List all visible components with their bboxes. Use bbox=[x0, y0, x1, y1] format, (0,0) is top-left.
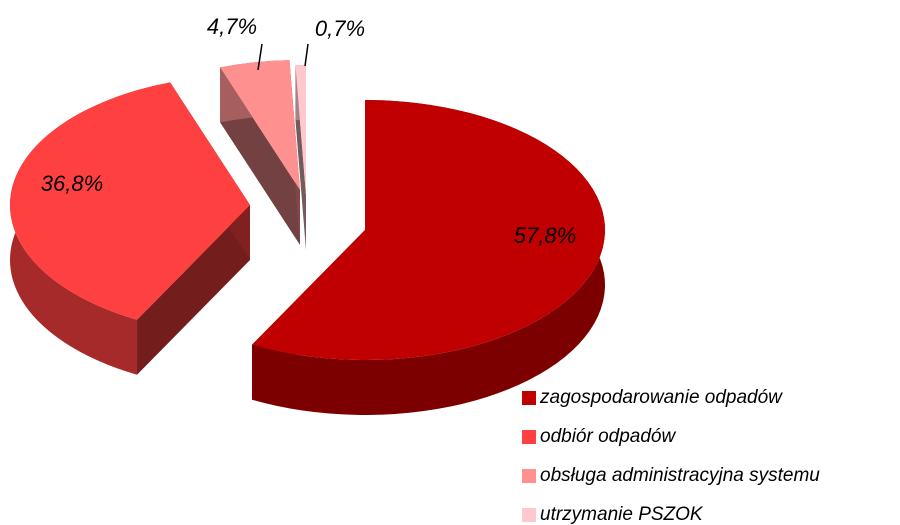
data-label: 57,8% bbox=[514, 223, 576, 248]
data-label: 36,8% bbox=[41, 171, 103, 196]
leader-line bbox=[257, 43, 263, 71]
slice-radial-face bbox=[137, 205, 250, 375]
slice bbox=[220, 60, 300, 190]
legend-swatch bbox=[522, 430, 536, 444]
slice-group bbox=[252, 100, 606, 415]
slice-group bbox=[10, 82, 251, 375]
leader-line bbox=[304, 43, 309, 67]
data-label: 4,7% bbox=[207, 14, 257, 39]
legend-label: zagospodarowanie odpadów bbox=[539, 387, 783, 408]
legend-swatch bbox=[522, 391, 536, 405]
legend-swatch bbox=[522, 508, 536, 522]
slice bbox=[252, 100, 606, 360]
slice-group bbox=[220, 60, 300, 246]
slice bbox=[10, 82, 251, 320]
slice-group bbox=[295, 65, 306, 250]
slice bbox=[295, 65, 306, 195]
legend-label: utrzymanie PSZOK bbox=[540, 504, 704, 525]
data-label: 0,7% bbox=[315, 16, 365, 41]
legend-label: obsługa administracyjna systemu bbox=[540, 465, 820, 486]
legend-swatch bbox=[522, 469, 536, 483]
legend-label: odbiór odpadów bbox=[540, 426, 676, 447]
